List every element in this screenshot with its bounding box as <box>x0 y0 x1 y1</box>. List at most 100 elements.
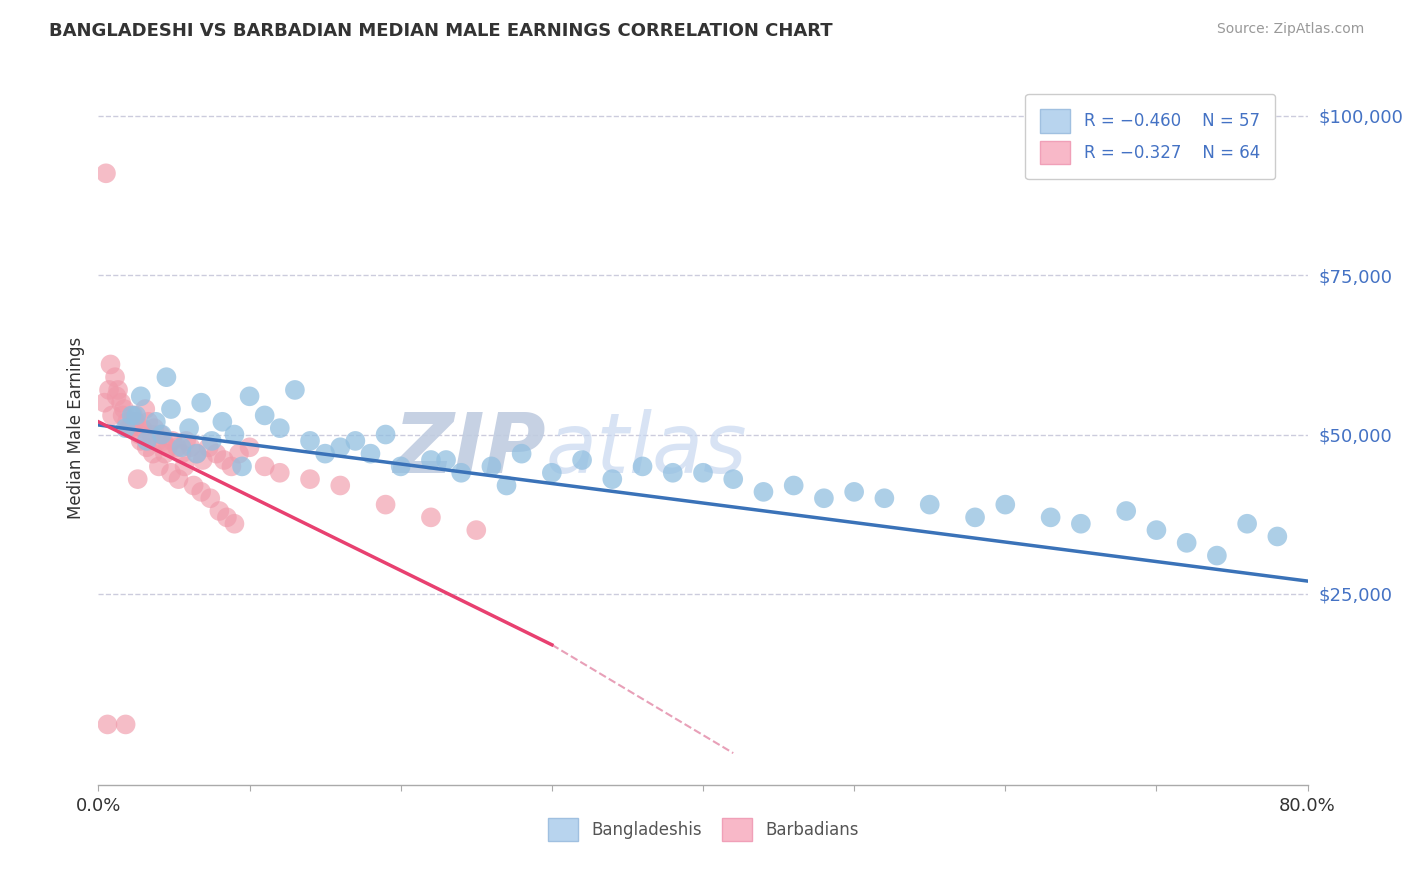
Point <box>149 427 172 442</box>
Point <box>360 447 382 461</box>
Point <box>96 717 118 731</box>
Point <box>104 370 127 384</box>
Point <box>110 395 132 409</box>
Point <box>150 427 173 442</box>
Point <box>115 415 138 429</box>
Point <box>152 434 174 448</box>
Point <box>122 409 145 423</box>
Point <box>180 440 202 454</box>
Point <box>374 498 396 512</box>
Point <box>1206 549 1229 563</box>
Point <box>918 498 941 512</box>
Point <box>314 447 336 461</box>
Point <box>179 421 201 435</box>
Point <box>844 484 866 499</box>
Point <box>450 466 472 480</box>
Point <box>112 402 135 417</box>
Point <box>170 440 193 454</box>
Point <box>374 427 396 442</box>
Point <box>631 459 654 474</box>
Point <box>205 447 228 461</box>
Point <box>129 434 152 448</box>
Point <box>131 421 153 435</box>
Point <box>93 395 115 409</box>
Point <box>1267 529 1289 543</box>
Point <box>211 415 233 429</box>
Point <box>224 427 246 442</box>
Point <box>173 459 195 474</box>
Point <box>994 498 1017 512</box>
Point <box>253 409 276 423</box>
Point <box>253 459 276 474</box>
Point <box>160 466 183 480</box>
Point <box>121 409 143 423</box>
Point <box>813 491 835 506</box>
Point <box>465 523 488 537</box>
Point <box>269 421 291 435</box>
Point <box>329 440 352 454</box>
Point <box>174 434 197 448</box>
Text: BANGLADESHI VS BARBADIAN MEDIAN MALE EARNINGS CORRELATION CHART: BANGLADESHI VS BARBADIAN MEDIAN MALE EAR… <box>49 22 832 40</box>
Point <box>135 440 157 454</box>
Point <box>692 466 714 480</box>
Point <box>146 434 169 448</box>
Text: ZIP: ZIP <box>394 409 546 490</box>
Point <box>1039 510 1062 524</box>
Point <box>156 440 179 454</box>
Point <box>105 389 128 403</box>
Point <box>190 395 212 409</box>
Point <box>329 478 352 492</box>
Point <box>420 453 443 467</box>
Point <box>344 434 367 448</box>
Point <box>221 459 243 474</box>
Point <box>495 478 517 492</box>
Point <box>111 409 134 423</box>
Point <box>201 434 224 448</box>
Point <box>148 459 170 474</box>
Point <box>160 402 183 417</box>
Point <box>141 427 163 442</box>
Point <box>224 516 246 531</box>
Point <box>481 459 503 474</box>
Point <box>183 478 205 492</box>
Point <box>190 484 212 499</box>
Y-axis label: Median Male Earnings: Median Male Earnings <box>66 337 84 519</box>
Point <box>120 421 142 435</box>
Point <box>228 447 250 461</box>
Point <box>145 415 167 429</box>
Point <box>434 453 457 467</box>
Point <box>124 415 146 429</box>
Point <box>299 472 322 486</box>
Point <box>752 484 775 499</box>
Point <box>191 453 214 467</box>
Point <box>231 459 253 474</box>
Point <box>135 434 157 448</box>
Point <box>118 421 141 435</box>
Text: Source: ZipAtlas.com: Source: ZipAtlas.com <box>1216 22 1364 37</box>
Point <box>420 510 443 524</box>
Point <box>125 415 148 429</box>
Point <box>1115 504 1137 518</box>
Point <box>571 453 593 467</box>
Point <box>1144 523 1167 537</box>
Point <box>299 434 322 448</box>
Point <box>208 504 231 518</box>
Point <box>129 389 152 403</box>
Point <box>269 466 291 480</box>
Point <box>167 472 190 486</box>
Point <box>540 466 562 480</box>
Point <box>125 409 148 423</box>
Point <box>101 409 124 423</box>
Point <box>239 440 262 454</box>
Point <box>170 447 193 461</box>
Point <box>98 383 121 397</box>
Point <box>602 472 624 486</box>
Text: atlas: atlas <box>546 409 748 490</box>
Point <box>783 478 806 492</box>
Point <box>873 491 896 506</box>
Point <box>215 510 238 524</box>
Point <box>239 389 262 403</box>
Point <box>1175 536 1198 550</box>
Point <box>114 421 136 435</box>
Point <box>965 510 987 524</box>
